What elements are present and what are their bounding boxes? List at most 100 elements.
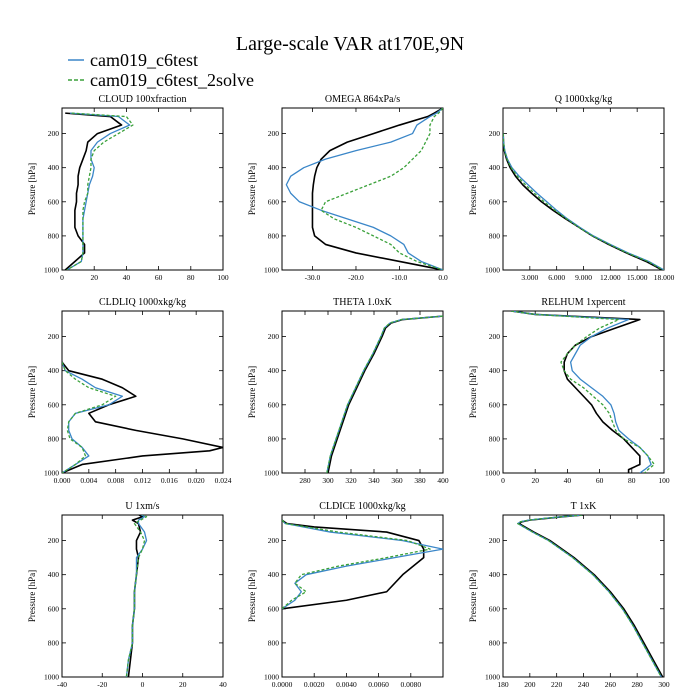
panel-5-frame — [281, 310, 444, 474]
panel-3-title: Q 1000xkg/kg — [555, 94, 613, 105]
panel-7-ylabel: Pressure [hPa] — [27, 570, 37, 622]
panel-7-xtick-label: -40 — [57, 680, 67, 689]
panel-6-ytick-label: 400 — [489, 366, 501, 375]
panel-8-xtick-label: 0.0020 — [304, 680, 325, 689]
panel-7-line-series-1 — [125, 515, 148, 677]
panel-2-ytick-label: 600 — [268, 197, 280, 206]
panel-9-ylabel: Pressure [hPa] — [468, 570, 478, 622]
panel-4-line-reference — [62, 361, 223, 473]
panel-3-ytick-label: 600 — [489, 197, 501, 206]
panel-5-xtick-label: 340 — [368, 476, 380, 485]
panel-3-ylabel: Pressure [hPa] — [468, 163, 478, 215]
panel-7-ytick-label: 400 — [48, 570, 60, 579]
panel-7-xtick-label: 40 — [219, 680, 227, 689]
panel-8-ytick-label: 200 — [268, 536, 280, 545]
panel-5-ytick-label: 400 — [268, 366, 280, 375]
panel-3-xtick-label: 15.000 — [627, 273, 648, 282]
panel-6-line-series-2 — [510, 311, 655, 473]
panel-8-ytick-label: 400 — [268, 570, 280, 579]
panel-7: U 1xm/s Pressure [hPa] -40 -20 0 20 40 200 400 60… — [27, 501, 227, 689]
figure-title: Large-scale VAR at170E,9N — [236, 33, 464, 55]
panel-9-line-series-1 — [517, 515, 662, 677]
panel-7-xtick-label: -20 — [97, 680, 107, 689]
panel-3-xtick-label: 12.000 — [600, 273, 621, 282]
panel-3-ytick-label: 800 — [489, 231, 501, 240]
panel-8-frame — [281, 514, 444, 678]
panel-4-title: CLDLIQ 1000xkg/kg — [99, 297, 186, 308]
panel-6-xtick-label: 40 — [564, 476, 572, 485]
panel-9-ytick-label: 800 — [489, 638, 501, 647]
legend-label-series-1: cam019_c6test — [90, 50, 198, 70]
panel-2-xtick-label: 0.0 — [438, 273, 448, 282]
panel-1-line-series-2 — [66, 112, 134, 270]
panel-2-line-series-2 — [320, 108, 443, 270]
panel-3-ytick-label: 1000 — [485, 266, 500, 275]
panel-9-title: T 1xK — [571, 501, 597, 512]
panel-2-ylabel: Pressure [hPa] — [247, 163, 257, 215]
panel-1-title: CLOUD 100xfraction — [98, 94, 186, 105]
panel-9-xtick-label: 200 — [524, 680, 536, 689]
panel-6-frame — [502, 310, 665, 474]
panel-2: OMEGA 864xPa/s Pressure [hPa] -30.0 -20.0 -1… — [247, 94, 448, 282]
panel-9-ytick-label: 200 — [489, 536, 501, 545]
panel-2-xtick-label: -20.0 — [348, 273, 364, 282]
panel-4-frame — [61, 310, 224, 474]
panel-1-frame — [61, 107, 224, 271]
panel-2-title: OMEGA 864xPa/s — [325, 94, 400, 105]
panel-4-xtick-label: 0.020 — [188, 476, 205, 485]
panel-9-ytick-label: 600 — [489, 604, 501, 613]
panel-5-line-series-1 — [326, 315, 443, 473]
panel-8-ytick-label: 800 — [268, 638, 280, 647]
panel-4-xtick-label: 0.012 — [134, 476, 151, 485]
panel-6-title: RELHUM 1xpercent — [541, 297, 625, 308]
panel-8-line-reference — [282, 519, 425, 610]
panel-7-ytick-label: 200 — [48, 536, 60, 545]
panel-5-xtick-label: 360 — [391, 476, 403, 485]
panel-4-ytick-label: 1000 — [44, 469, 59, 478]
panel-5-ytick-label: 600 — [268, 400, 280, 409]
panel-6-line-reference — [510, 311, 641, 473]
panel-6-xtick-label: 20 — [531, 476, 539, 485]
panel-5-xtick-label: 380 — [414, 476, 426, 485]
panel-5-line-series-2 — [326, 315, 443, 473]
panel-6-line-series-1 — [510, 311, 652, 473]
panel-9-xtick-label: 180 — [497, 680, 509, 689]
panel-4-xtick-label: 0.000 — [54, 476, 71, 485]
panel-5-title: THETA 1.0xK — [333, 297, 392, 308]
panel-8-line-series-2 — [282, 519, 431, 610]
panel-5-ylabel: Pressure [hPa] — [247, 366, 257, 418]
panel-3-ytick-label: 200 — [489, 129, 501, 138]
panel-4-xtick-label: 0.008 — [107, 476, 124, 485]
panel-1-xtick-label: 100 — [217, 273, 229, 282]
panel-4-ylabel: Pressure [hPa] — [27, 366, 37, 418]
panels-grid: CLOUD 100xfraction Pressure [hPa] 0 20 40 60 8… — [27, 94, 675, 689]
panel-6-xtick-label: 60 — [596, 476, 604, 485]
panel-1-ytick-label: 1000 — [44, 266, 59, 275]
panel-3-xtick-label: 3.000 — [521, 273, 538, 282]
panel-6-ytick-label: 200 — [489, 332, 501, 341]
panel-9-line-series-2 — [517, 515, 662, 677]
panel-3-line-series-2 — [503, 133, 664, 270]
panel-3: Q 1000xkg/kg Pressure [hPa] 3.000 6.000 9.00… — [468, 94, 675, 282]
panel-7-xtick-label: 0 — [141, 680, 145, 689]
panel-1-xtick-label: 60 — [155, 273, 163, 282]
panel-1-ytick-label: 600 — [48, 197, 60, 206]
panel-8-title: CLDICE 1000xkg/kg — [319, 501, 405, 512]
panel-5-ytick-label: 800 — [268, 434, 280, 443]
panel-3-xtick-label: 6.000 — [548, 273, 565, 282]
panel-4-xtick-label: 0.016 — [161, 476, 178, 485]
panel-8-xtick-label: 0.0000 — [272, 680, 293, 689]
panel-1-xtick-label: 20 — [90, 273, 98, 282]
panel-2-line-series-1 — [285, 108, 443, 270]
panel-4-ytick-label: 400 — [48, 366, 60, 375]
panel-1-line-reference — [64, 112, 123, 270]
legend: cam019_c6test cam019_c6test_2solve — [68, 50, 254, 90]
panel-1-xtick-label: 40 — [123, 273, 131, 282]
panel-1-xtick-label: 80 — [187, 273, 195, 282]
panel-9-ytick-label: 400 — [489, 570, 501, 579]
panel-8-ytick-label: 600 — [268, 604, 280, 613]
panel-7-title: U 1xm/s — [125, 501, 159, 512]
panel-7-ytick-label: 800 — [48, 638, 60, 647]
panel-8-xtick-label: 0.0040 — [336, 680, 357, 689]
panel-2-xtick-label: -30.0 — [305, 273, 321, 282]
